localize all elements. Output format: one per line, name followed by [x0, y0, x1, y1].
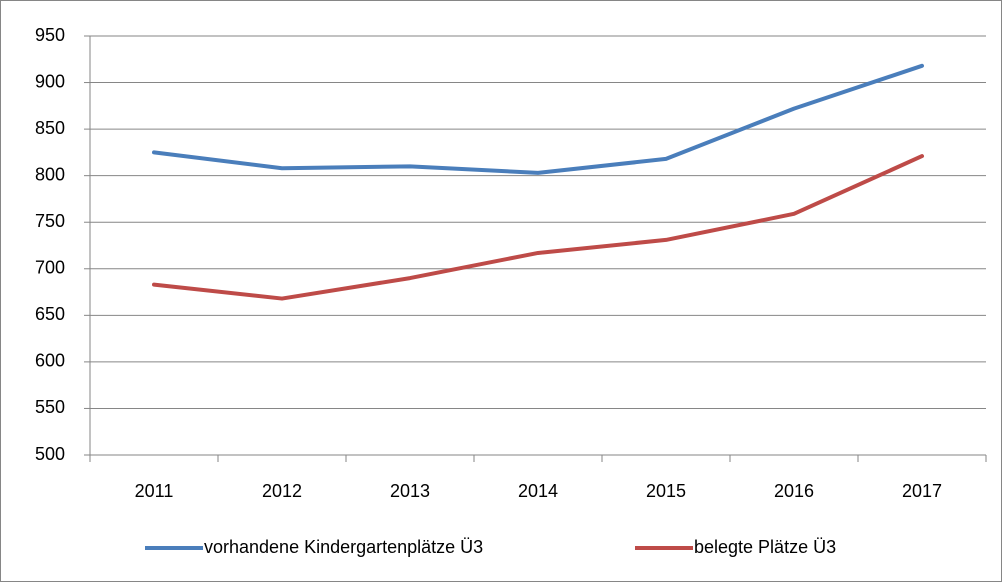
x-tick-label: 2011: [135, 481, 174, 501]
x-tick-label: 2016: [774, 481, 814, 501]
legend-label: belegte Plätze Ü3: [694, 537, 836, 557]
x-tick-label: 2015: [646, 481, 686, 501]
y-tick-label: 900: [35, 71, 65, 91]
legend-label: vorhandene Kindergartenplätze Ü3: [204, 537, 483, 557]
series-line: [152, 154, 924, 301]
y-tick-label: 800: [35, 164, 65, 184]
y-tick-label: 700: [35, 258, 65, 278]
y-tick-label: 550: [35, 397, 65, 417]
y-tick-label: 950: [35, 25, 65, 45]
y-tick-label: 600: [35, 351, 65, 371]
y-tick-label: 650: [35, 304, 65, 324]
x-tick-label: 2014: [518, 481, 558, 501]
x-tick-label: 2017: [902, 481, 942, 501]
series-line: [152, 63, 924, 175]
y-tick-label: 850: [35, 118, 65, 138]
x-tick-label: 2012: [262, 481, 302, 501]
y-tick-label: 500: [35, 444, 65, 464]
x-tick-label: 2013: [390, 481, 430, 501]
y-tick-label: 750: [35, 211, 65, 231]
